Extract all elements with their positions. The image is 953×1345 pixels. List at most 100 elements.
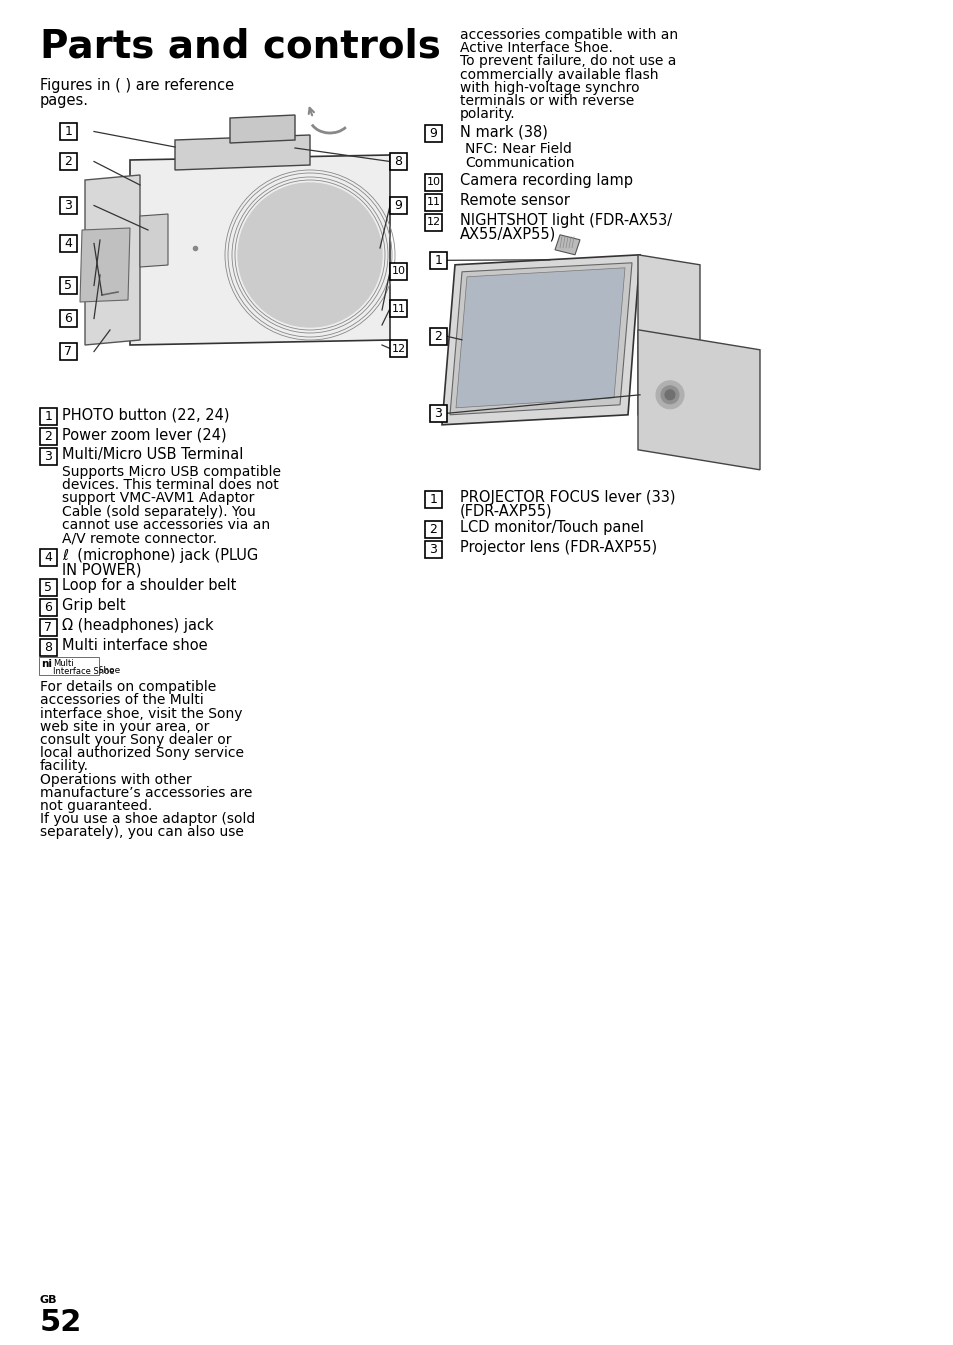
Text: facility.: facility. — [40, 760, 89, 773]
Bar — [40, 448, 57, 465]
Text: Multi interface shoe: Multi interface shoe — [62, 638, 208, 654]
Text: with high-voltage synchro: with high-voltage synchro — [459, 81, 639, 94]
Text: Remote sensor: Remote sensor — [459, 192, 569, 207]
Text: manufacture’s accessories are: manufacture’s accessories are — [40, 785, 253, 800]
Text: interface shoe, visit the Sony: interface shoe, visit the Sony — [40, 706, 242, 721]
Circle shape — [660, 386, 679, 404]
Bar — [424, 125, 441, 143]
Text: 2: 2 — [45, 430, 52, 443]
Text: Camera recording lamp: Camera recording lamp — [459, 172, 633, 188]
Text: 1: 1 — [65, 125, 72, 139]
Text: cannot use accessories via an: cannot use accessories via an — [62, 518, 270, 531]
Text: N mark (38): N mark (38) — [459, 124, 547, 140]
Polygon shape — [441, 254, 639, 425]
Text: 6: 6 — [45, 601, 52, 615]
Text: 2: 2 — [429, 523, 437, 535]
Text: local authorized Sony service: local authorized Sony service — [40, 746, 244, 760]
Circle shape — [656, 381, 683, 409]
Bar — [424, 194, 441, 211]
Polygon shape — [174, 134, 310, 169]
Bar — [424, 541, 441, 558]
Text: 12: 12 — [426, 218, 440, 227]
Text: Communication: Communication — [464, 156, 574, 169]
Text: Parts and controls: Parts and controls — [40, 28, 440, 66]
Text: terminals or with reverse: terminals or with reverse — [459, 94, 634, 108]
Polygon shape — [638, 254, 700, 425]
Text: PROJECTOR FOCUS lever (33): PROJECTOR FOCUS lever (33) — [459, 490, 675, 504]
Text: commercially available flash: commercially available flash — [459, 67, 658, 82]
Bar — [390, 340, 407, 356]
Circle shape — [237, 183, 381, 327]
Text: 9: 9 — [429, 128, 437, 140]
Text: ℓ  (microphone) jack (PLUG: ℓ (microphone) jack (PLUG — [62, 549, 258, 564]
Polygon shape — [450, 262, 631, 414]
Text: Ω (headphones) jack: Ω (headphones) jack — [62, 619, 213, 633]
Text: 4: 4 — [45, 551, 52, 564]
Text: 2: 2 — [65, 155, 72, 168]
Text: ni: ni — [40, 658, 51, 668]
Polygon shape — [638, 330, 760, 469]
Text: LCD monitor/Touch panel: LCD monitor/Touch panel — [459, 519, 643, 535]
Text: ni: ni — [41, 659, 52, 670]
Text: 6: 6 — [65, 312, 72, 325]
Text: 12: 12 — [391, 343, 405, 354]
Text: Cable (sold separately). You: Cable (sold separately). You — [62, 504, 255, 519]
Polygon shape — [230, 116, 294, 143]
Bar — [40, 549, 57, 566]
Bar — [390, 264, 407, 280]
Text: 3: 3 — [45, 451, 52, 463]
Bar — [40, 619, 57, 636]
Text: Multi: Multi — [54, 658, 76, 667]
Text: Projector lens (FDR-AXP55): Projector lens (FDR-AXP55) — [459, 539, 657, 554]
Bar — [60, 196, 77, 214]
Text: 3: 3 — [429, 543, 437, 555]
Bar — [60, 309, 77, 327]
Circle shape — [290, 235, 330, 274]
Text: polarity.: polarity. — [459, 108, 515, 121]
Bar — [60, 343, 77, 360]
Text: If you use a shoe adaptor (sold: If you use a shoe adaptor (sold — [40, 812, 255, 826]
Text: accessories of the Multi: accessories of the Multi — [40, 694, 204, 707]
Polygon shape — [140, 214, 168, 268]
Text: not guaranteed.: not guaranteed. — [40, 799, 152, 812]
Text: GB: GB — [40, 1295, 57, 1305]
Bar — [390, 153, 407, 169]
Bar — [424, 174, 441, 191]
Bar — [430, 252, 447, 269]
Polygon shape — [456, 268, 624, 408]
Text: 7: 7 — [45, 621, 52, 635]
Polygon shape — [85, 175, 140, 346]
Text: 8: 8 — [395, 155, 402, 168]
Polygon shape — [130, 155, 390, 346]
Text: 1: 1 — [429, 492, 437, 506]
Text: 10: 10 — [391, 266, 405, 277]
Bar — [424, 214, 441, 231]
Text: 3: 3 — [435, 406, 442, 420]
Polygon shape — [80, 229, 130, 303]
Bar — [430, 405, 447, 422]
Text: Multi: Multi — [53, 659, 73, 668]
Text: separately), you can also use: separately), you can also use — [40, 826, 244, 839]
Circle shape — [268, 213, 352, 297]
Text: support VMC-AVM1 Adaptor: support VMC-AVM1 Adaptor — [62, 491, 254, 506]
Text: 52: 52 — [40, 1307, 82, 1337]
Bar — [390, 300, 407, 317]
Text: A/V remote connector.: A/V remote connector. — [62, 531, 216, 545]
Text: 1: 1 — [435, 254, 442, 266]
Bar — [40, 639, 57, 656]
Text: PHOTO button (22, 24): PHOTO button (22, 24) — [62, 408, 230, 422]
Circle shape — [664, 390, 675, 399]
Bar — [60, 235, 77, 252]
Text: pages.: pages. — [40, 93, 89, 108]
Text: accessories compatible with an: accessories compatible with an — [459, 28, 678, 42]
Text: 11: 11 — [426, 198, 440, 207]
Text: Operations with other: Operations with other — [40, 772, 192, 787]
Bar — [60, 153, 77, 169]
Bar — [39, 658, 99, 675]
Text: IN POWER): IN POWER) — [62, 562, 141, 577]
Text: Loop for a shoulder belt: Loop for a shoulder belt — [62, 578, 236, 593]
Text: 5: 5 — [65, 278, 72, 292]
Bar — [60, 277, 77, 295]
Bar — [40, 408, 57, 425]
Text: 1: 1 — [45, 410, 52, 422]
